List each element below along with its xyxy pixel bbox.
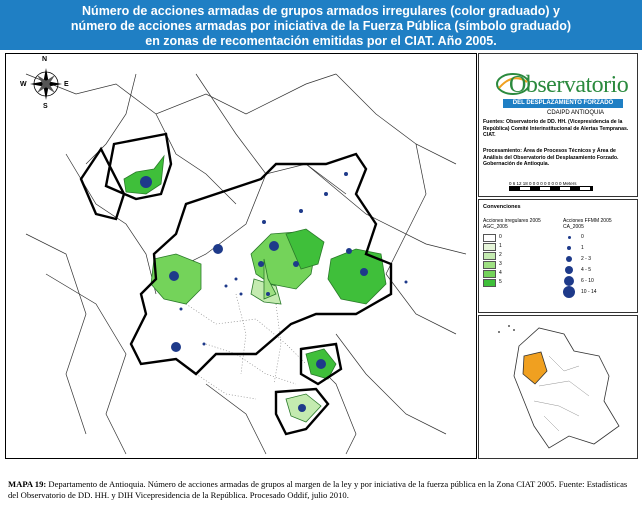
map-caption: MAPA 19: Departamento de Antioquia. Núme… [8,479,638,501]
globe-logo-icon [496,73,530,95]
colombia-outline [513,327,620,449]
legend-swatch-label: 1 [499,243,502,249]
scale-bar [509,186,593,191]
legend-col1-title: Acciones irregulares 2005 [483,218,541,224]
map-title: Número de acciones armadas de grupos arm… [0,0,642,50]
legend-swatch-label: 0 [499,234,502,240]
legend-swatch [483,279,496,287]
legend-swatch-label: 4 [499,270,502,276]
legend-dot [563,286,575,298]
legend-swatch [483,270,496,278]
legend-dot [565,266,573,274]
legend-swatch [483,252,496,260]
compass-e-label: E [64,81,69,88]
logo-wordmark: Observatorio [509,72,629,98]
compass-s-label: S [43,103,48,110]
legend-dot [566,256,572,262]
scale-text: 0 6 12 18 0 0 0 0 0 0 0 0 0 Meters [509,181,577,186]
legend-col2-field: CA_2005 [563,224,584,230]
legend-swatch [483,243,496,251]
legend-title: Convenciones [483,204,521,210]
legend-dot-label: 1 [581,245,584,251]
legend-col2-title: Acciones FFMM 2005 [563,218,612,224]
map-svg [25,68,467,455]
legend-dot-label: 4 - 5 [581,267,592,273]
legend-col1-header: Acciones irregulares 2005 AGC_2005 [483,218,541,230]
legend-dot [567,246,571,250]
legend-swatch [483,261,496,269]
legend-col1-field: AGC_2005 [483,224,508,230]
logo-band: DEL DESPLAZAMIENTO FORZADO [503,99,623,108]
main-map: N W E S [5,53,477,459]
legend-dot [567,235,571,239]
inset-islands [498,325,515,333]
compass-rose [30,68,62,100]
inset-dept-lines [533,355,590,432]
compass-w-label: W [20,81,27,88]
colombia-inset-map [478,315,638,459]
sources-text: Fuentes: Observatorio de DD. HH. (Vicepr… [483,119,629,138]
title-line-1: Número de acciones armadas de grupos arm… [82,4,560,18]
logo-subtitle: CDAIPD ANTIOQUIA [547,110,605,116]
legend-swatch-label: 5 [499,279,502,285]
legend-dot-label: 0 [581,234,584,240]
legend-dot-label: 2 - 3 [581,256,592,262]
municipal-boundaries [25,73,467,455]
ciat-zone-outlines [79,132,393,436]
processing-text: Procesamiento: Área de Procesos Técnicos… [483,148,619,167]
legend-col2-header: Acciones FFMM 2005 CA_2005 [563,218,612,230]
legend-swatch [483,234,496,242]
legend-dot-label: 10 - 14 [581,289,597,295]
caption-text: Departamento de Antioquia. Número de acc… [8,479,628,500]
dotted-boundaries [185,293,307,400]
ffmm-action-symbols [140,172,408,412]
legend-dot [564,276,574,286]
compass-n-label: N [42,56,48,63]
title-line-3: en zonas de recomentación emitidas por e… [145,34,497,48]
antioquia-highlight [522,351,548,385]
legend-dot-label: 6 - 10 [581,278,594,284]
title-line-2: número de acciones armadas por iniciativ… [70,19,572,33]
legend-swatch-label: 3 [499,261,502,267]
irregular-action-zones [123,154,387,423]
legend-swatch-label: 2 [499,252,502,258]
legend: Convenciones Acciones irregulares 2005 A… [478,199,638,313]
caption-label: MAPA 19: [8,479,47,489]
inset-svg [498,325,620,449]
right-panel: Observatorio DEL DESPLAZAMIENTO FORZADO … [478,53,638,459]
logo-box: Observatorio DEL DESPLAZAMIENTO FORZADO … [478,53,638,197]
